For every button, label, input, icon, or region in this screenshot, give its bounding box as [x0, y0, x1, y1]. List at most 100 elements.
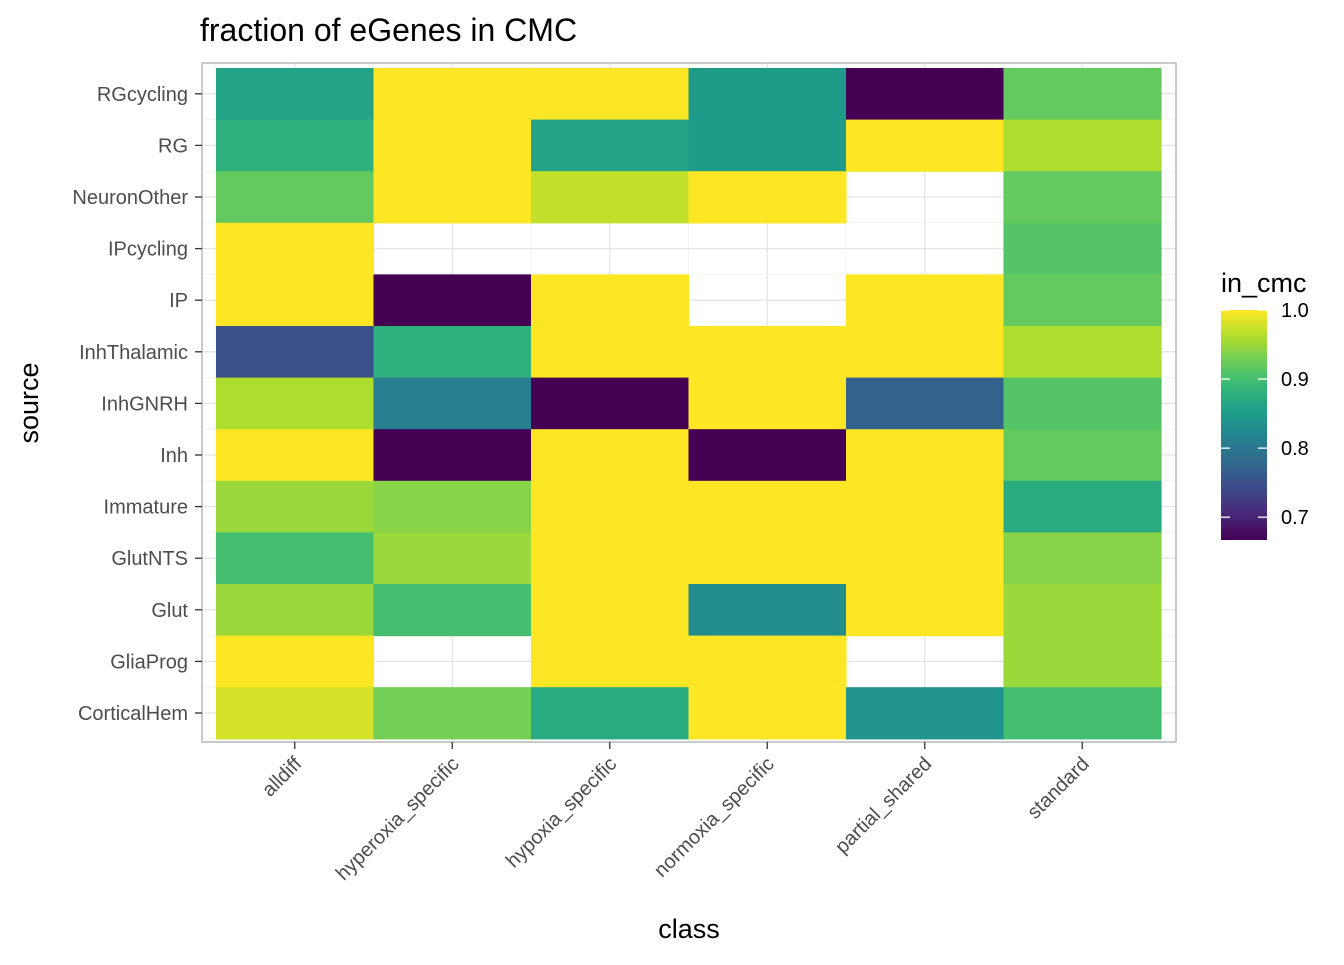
heatmap-cell-GlutNTS-partial_shared — [846, 532, 1005, 585]
heatmap-cell-Immature-alldiff — [216, 480, 375, 533]
y-tick-label: RG — [158, 135, 188, 157]
heatmap-cell-GlutNTS-normoxia_specific — [688, 532, 847, 585]
y-tick-label: IP — [169, 290, 188, 312]
legend-colorbar — [1221, 310, 1267, 540]
x-tick-label: hyperoxia_specific — [332, 753, 464, 885]
heatmap-cell-RGcycling-standard — [1003, 68, 1162, 121]
legend-tick-label: 0.7 — [1281, 507, 1309, 529]
chart-title: fraction of eGenes in CMC — [200, 12, 577, 48]
heatmap-cell-GlutNTS-hypoxia_specific — [531, 532, 690, 585]
heatmap-cell-CorticalHem-standard — [1003, 687, 1162, 740]
heatmap-cell-InhThalamic-alldiff — [216, 326, 375, 379]
heatmap-cell-Immature-partial_shared — [846, 480, 1005, 533]
heatmap-cell-GlutNTS-alldiff — [216, 532, 375, 585]
heatmap-cell-NeuronOther-hyperoxia_specific — [373, 171, 532, 224]
heatmap-cell-Inh-alldiff — [216, 429, 375, 482]
y-tick-label: Inh — [160, 445, 188, 467]
heatmap-cell-IP-partial_shared — [846, 274, 1005, 327]
heatmap-cell-InhGNRH-hyperoxia_specific — [373, 377, 532, 430]
y-axis: RGcycling RG NeuronOther IPcycling IP InhThal… — [72, 84, 202, 725]
heatmap-cell-GlutNTS-standard — [1003, 532, 1162, 585]
heatmap-cell-InhThalamic-standard — [1003, 326, 1162, 379]
heatmap-cell-CorticalHem-alldiff — [216, 687, 375, 740]
heatmap-cell-IP-alldiff — [216, 274, 375, 327]
y-tick-label: Glut — [151, 600, 188, 622]
x-tick-label: partial_shared — [831, 753, 936, 858]
heatmap-cell-InhGNRH-hypoxia_specific — [531, 377, 690, 430]
y-tick-label: IPcycling — [108, 239, 188, 261]
legend-tick-label: 0.8 — [1281, 438, 1309, 460]
heatmap-cell-GliaProg-hypoxia_specific — [531, 635, 690, 688]
heatmap-cell-CorticalHem-hypoxia_specific — [531, 687, 690, 740]
heatmap-cell-RGcycling-hyperoxia_specific — [373, 68, 532, 121]
x-tick-label: alldiff — [258, 753, 307, 802]
heatmap-cell-GlutNTS-hyperoxia_specific — [373, 532, 532, 585]
y-tick-label: GlutNTS — [111, 548, 188, 570]
heatmap-cell-RGcycling-alldiff — [216, 68, 375, 121]
heatmap-cell-Inh-hypoxia_specific — [531, 429, 690, 482]
heatmap-cell-Glut-alldiff — [216, 584, 375, 637]
heatmap-cell-GliaProg-normoxia_specific — [688, 635, 847, 688]
heatmap-cell-Glut-normoxia_specific — [688, 584, 847, 637]
legend-tick-label: 0.9 — [1281, 369, 1309, 391]
panel-border — [201, 62, 1177, 743]
heatmap-cell-InhThalamic-hypoxia_specific — [531, 326, 690, 379]
heatmap-cell-NeuronOther-normoxia_specific — [688, 171, 847, 224]
legend-title: in_cmc — [1221, 268, 1307, 298]
heatmap-cell-NeuronOther-standard — [1003, 171, 1162, 224]
heatmap-cell-Inh-partial_shared — [846, 429, 1005, 482]
heatmap-cell-Immature-hypoxia_specific — [531, 480, 690, 533]
heatmap-cell-CorticalHem-partial_shared — [846, 687, 1005, 740]
legend-tick-label: 1.0 — [1281, 300, 1309, 322]
heatmap-cell-Glut-standard — [1003, 584, 1162, 637]
heatmap-cell-RGcycling-partial_shared — [846, 68, 1005, 121]
y-tick-label: RGcycling — [97, 84, 188, 106]
heatmap-cell-RG-hypoxia_specific — [531, 119, 690, 172]
x-axis-title: class — [658, 914, 720, 944]
heatmap-cell-GliaProg-standard — [1003, 635, 1162, 688]
y-tick-label: InhGNRH — [101, 393, 188, 415]
heatmap-cells — [216, 68, 1162, 740]
heatmap-cell-Inh-normoxia_specific — [688, 429, 847, 482]
x-tick-label: hypoxia_specific — [502, 753, 621, 872]
heatmap-cell-CorticalHem-hyperoxia_specific — [373, 687, 532, 740]
heatmap-cell-InhGNRH-normoxia_specific — [688, 377, 847, 430]
y-tick-label: CorticalHem — [78, 703, 188, 725]
heatmap-cell-Glut-hyperoxia_specific — [373, 584, 532, 637]
heatmap-cell-IPcycling-standard — [1003, 222, 1162, 275]
y-tick-label: GliaProg — [110, 651, 188, 673]
x-tick-label: standard — [1023, 753, 1094, 824]
heatmap-cell-IPcycling-alldiff — [216, 222, 375, 275]
heatmap-cell-RGcycling-hypoxia_specific — [531, 68, 690, 121]
heatmap-cell-InhGNRH-partial_shared — [846, 377, 1005, 430]
legend: in_cmc 1.0 0.9 0.8 0.7 — [1221, 268, 1309, 540]
heatmap-cell-InhThalamic-hyperoxia_specific — [373, 326, 532, 379]
heatmap-cell-RGcycling-normoxia_specific — [688, 68, 847, 121]
x-axis: alldiff hyperoxia_specific hypoxia_specifi… — [258, 742, 1094, 885]
heatmap-cell-InhGNRH-standard — [1003, 377, 1162, 430]
heatmap-cell-Immature-normoxia_specific — [688, 480, 847, 533]
heatmap-cell-Inh-standard — [1003, 429, 1162, 482]
heatmap-cell-RG-standard — [1003, 119, 1162, 172]
y-axis-title: source — [14, 362, 44, 443]
heatmap-cell-InhGNRH-alldiff — [216, 377, 375, 430]
heatmap-cell-RG-normoxia_specific — [688, 119, 847, 172]
y-tick-label: Immature — [104, 497, 188, 519]
heatmap-cell-NeuronOther-alldiff — [216, 171, 375, 224]
heatmap-cell-Glut-hypoxia_specific — [531, 584, 690, 637]
heatmap-cell-CorticalHem-normoxia_specific — [688, 687, 847, 740]
heatmap-cell-InhThalamic-normoxia_specific — [688, 326, 847, 379]
heatmap-cell-InhThalamic-partial_shared — [846, 326, 1005, 379]
heatmap-cell-IP-hypoxia_specific — [531, 274, 690, 327]
heatmap-cell-RG-partial_shared — [846, 119, 1005, 172]
heatmap-cell-Immature-standard — [1003, 480, 1162, 533]
heatmap-cell-NeuronOther-hypoxia_specific — [531, 171, 690, 224]
heatmap-cell-Glut-partial_shared — [846, 584, 1005, 637]
heatmap-cell-Inh-hyperoxia_specific — [373, 429, 532, 482]
y-tick-label: InhThalamic — [79, 342, 188, 364]
heatmap-cell-RG-alldiff — [216, 119, 375, 172]
heatmap-cell-GliaProg-alldiff — [216, 635, 375, 688]
heatmap-cell-RG-hyperoxia_specific — [373, 119, 532, 172]
